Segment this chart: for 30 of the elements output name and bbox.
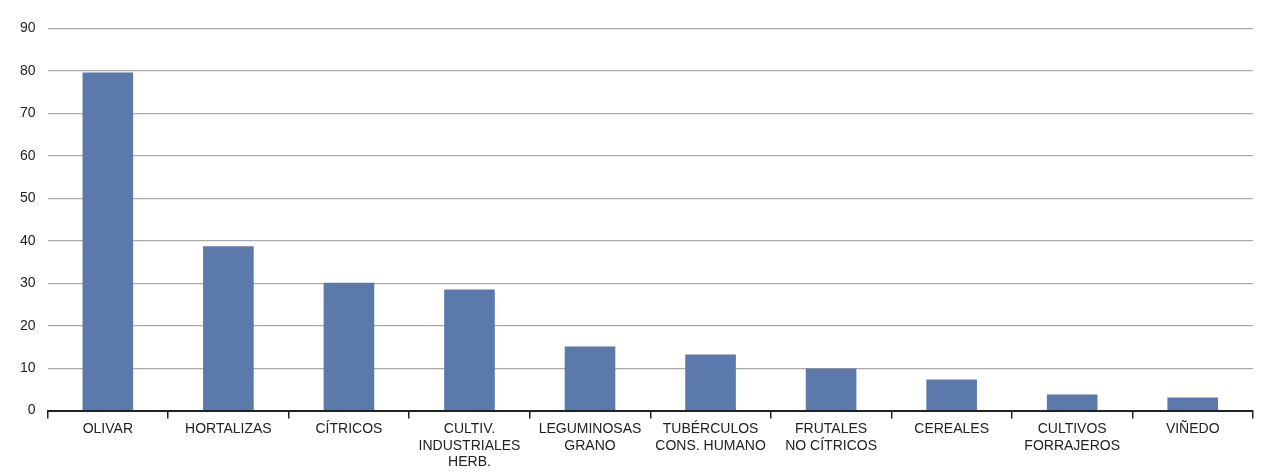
bar	[203, 246, 254, 410]
x-tick-label: CULTIVOS FORRAJEROS	[1024, 419, 1121, 453]
bar	[444, 289, 495, 410]
y-tick-label: 60	[19, 146, 36, 163]
y-tick-label: 80	[19, 61, 36, 78]
bar	[926, 379, 977, 410]
y-tick-label: 90	[19, 19, 36, 36]
bar	[1167, 397, 1219, 410]
bar	[685, 354, 736, 410]
y-tick-label: 70	[19, 104, 36, 121]
y-tick-label: 10	[19, 358, 36, 375]
x-tick-label: CÍTRICOS	[315, 419, 383, 436]
x-tick-label: TUBÉRCULOS CONS. HUMANO	[655, 419, 766, 453]
bar	[564, 346, 616, 410]
x-tick-label: CEREALES	[914, 419, 989, 436]
bar	[805, 368, 857, 410]
y-tick-label: 30	[19, 274, 36, 291]
x-tick-label: LEGUMINOSAS GRANO	[538, 419, 642, 453]
x-tick-label: CULTIV. INDUSTRIALES HERB.	[418, 419, 521, 470]
x-tick-label: FRUTALES NO CÍTRICOS	[785, 419, 877, 453]
bar	[82, 72, 134, 410]
y-tick-label: 0	[27, 401, 36, 418]
x-tick-label: OLIVAR	[82, 419, 133, 436]
y-tick-label: 20	[19, 316, 36, 333]
bar	[1046, 394, 1098, 410]
x-tick-label: HORTALIZAS	[185, 419, 272, 436]
y-tick-label: 40	[19, 231, 36, 248]
bar	[323, 282, 375, 410]
y-tick-label: 50	[19, 189, 36, 206]
x-tick-label: VIÑEDO	[1165, 419, 1220, 436]
